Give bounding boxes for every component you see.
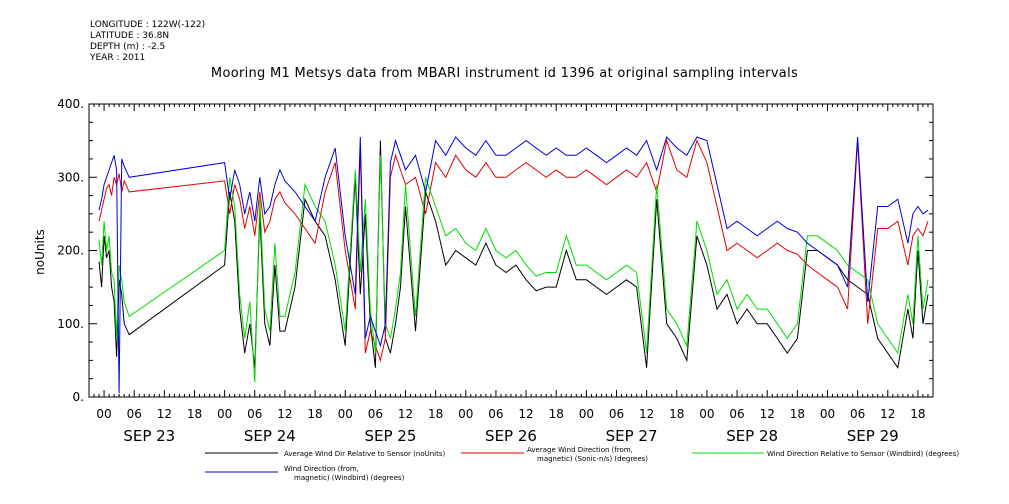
x-tick-label: 12: [880, 407, 895, 421]
x-tick-label: 12: [277, 407, 292, 421]
series-line-2: [98, 138, 929, 363]
x-tick-label: 00: [699, 407, 714, 421]
series-line-3: [98, 155, 929, 383]
series-line-1: [98, 140, 929, 369]
legend-label-4: Wind Direction (from, magnetic) (Windbird…: [284, 465, 405, 482]
x-tick-label: 18: [187, 407, 202, 421]
x-tick-label: 00: [820, 407, 835, 421]
y-tick-label: 400.: [57, 97, 84, 111]
x-day-label: SEP 28: [726, 427, 778, 445]
y-tick-label: 200.: [57, 244, 84, 258]
x-day-label: SEP 24: [244, 427, 296, 445]
x-tick-label: 06: [368, 407, 383, 421]
legend-label-3: Wind Direction Relative to Sensor (Windb…: [767, 450, 959, 458]
x-tick-label: 12: [760, 407, 775, 421]
x-tick-label: 00: [458, 407, 473, 421]
x-day-label: SEP 26: [485, 427, 537, 445]
legend-label-1: Average Wind Dir Relative to Sensor (noU…: [284, 450, 445, 458]
x-tick-label: 00: [217, 407, 232, 421]
y-tick-label: 100.: [57, 317, 84, 331]
x-tick-label: 06: [850, 407, 865, 421]
x-tick-label: 00: [579, 407, 594, 421]
x-tick-label: 12: [398, 407, 413, 421]
chart-title: Mooring M1 Metsys data from MBARI instru…: [210, 66, 799, 81]
x-tick-label: 18: [549, 407, 564, 421]
x-tick-label: 18: [790, 407, 805, 421]
series-line-4: [98, 136, 929, 394]
plot-frame: [88, 103, 934, 398]
x-day-label: SEP 25: [364, 427, 416, 445]
legend-label-2: Average Wind Direction (from, magnetic) (…: [527, 446, 648, 463]
longitude-label: LONGITUDE : 122W(-122): [90, 20, 206, 30]
y-axis-label: noUnits: [33, 229, 47, 275]
x-tick-label: 06: [127, 407, 142, 421]
x-tick-label: 06: [247, 407, 262, 421]
legend: Average Wind Dir Relative to Sensor (noU…: [205, 446, 959, 482]
y-tick-label: 300.: [57, 170, 84, 184]
year-label: YEAR : 2011: [90, 53, 146, 63]
x-tick-label: 00: [96, 407, 111, 421]
x-tick-label: 06: [729, 407, 744, 421]
x-day-label: SEP 23: [123, 427, 175, 445]
x-tick-label: 06: [488, 407, 503, 421]
x-tick-label: 18: [307, 407, 322, 421]
depth-label: DEPTH (m) : -2.5: [90, 42, 166, 52]
y-tick-label: 0.: [73, 390, 84, 404]
x-tick-label: 12: [639, 407, 654, 421]
x-tick-label: 18: [910, 407, 925, 421]
x-tick-label: 06: [609, 407, 624, 421]
series-group: [98, 136, 929, 394]
x-tick-label: 12: [518, 407, 533, 421]
x-tick-label: 18: [669, 407, 684, 421]
x-axis: 00 06 12 18 00 06 12 18 00 06 12 18 00 06 12 18 00 06 12 18…: [88, 104, 934, 445]
x-tick-label: 12: [157, 407, 172, 421]
x-day-label: SEP 29: [847, 427, 899, 445]
latitude-label: LATITUDE : 36.8N: [90, 31, 170, 41]
x-day-label: SEP 27: [606, 427, 658, 445]
x-tick-label: 18: [428, 407, 443, 421]
x-tick-label: 00: [338, 407, 353, 421]
metadata-block: LONGITUDE : 122W(-122) LATITUDE : 36.8N …: [90, 20, 205, 64]
y-axis: 0. 100. 200. 300. 400.: [57, 97, 933, 404]
